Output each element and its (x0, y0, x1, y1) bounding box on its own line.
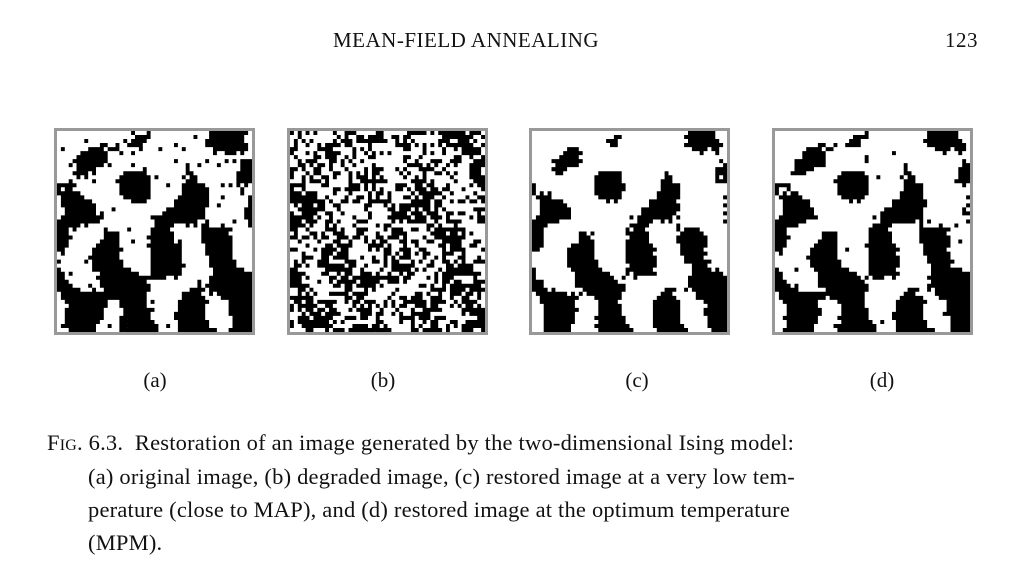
panel-image (54, 128, 255, 335)
running-head: MEAN-FIELD ANNEALING (333, 28, 600, 52)
caption-label: Fig. 6.3. (47, 430, 124, 455)
image-frame (529, 128, 730, 335)
panel-label: (a) (143, 368, 167, 392)
pixel-field (532, 131, 727, 332)
caption-text: Restoration of an image generated by the… (134, 430, 795, 455)
caption-line: (a) original image, (b) degraded image, … (88, 464, 795, 489)
image-frame (287, 128, 488, 335)
image-frame (772, 128, 973, 335)
caption-line: (MPM). (88, 530, 163, 555)
image-frame (54, 128, 255, 335)
pixel-field (290, 131, 485, 332)
caption-line: perature (close to MAP), and (d) restore… (88, 497, 791, 522)
pixel-field (775, 131, 970, 332)
panel-label: (d) (869, 368, 895, 392)
panel-label: (c) (625, 368, 649, 392)
panel-label: (b) (370, 368, 396, 392)
pixel-field (57, 131, 252, 332)
caption-line: Fig. 6.3. Restoration of an image genera… (47, 430, 794, 456)
panel-image (287, 128, 488, 335)
page-number: 123 (945, 28, 978, 52)
panel-image (529, 128, 730, 335)
panel-image (772, 128, 973, 335)
